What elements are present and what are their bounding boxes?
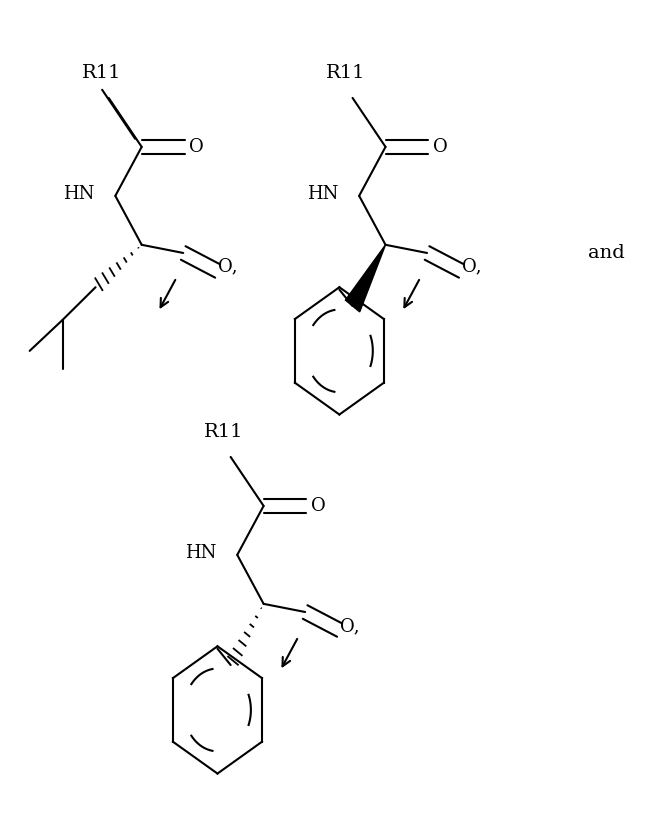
Text: R11: R11 [82,64,122,82]
Text: and: and [588,244,625,262]
Text: O,: O, [462,258,482,276]
Text: R11: R11 [204,424,244,441]
Text: R11: R11 [326,64,366,82]
Text: O,: O, [340,617,360,635]
Text: HN: HN [185,544,217,562]
Text: HN: HN [63,185,95,203]
Text: O: O [189,138,204,156]
Text: O,: O, [218,258,238,276]
Polygon shape [345,245,386,312]
Text: O: O [433,138,447,156]
Text: HN: HN [307,185,339,203]
Text: O: O [311,497,326,515]
